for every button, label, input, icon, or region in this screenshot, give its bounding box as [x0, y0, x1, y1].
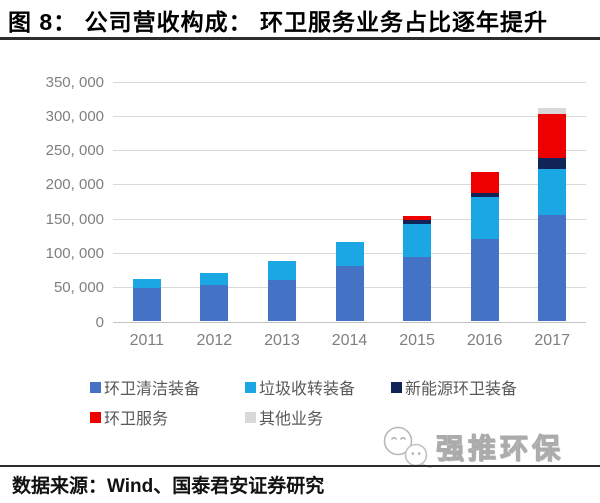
legend-swatch-icon [391, 381, 402, 393]
legend-label: 环卫清洁装备 [104, 381, 201, 398]
revenue-stacked-bar-chart: 0 50, 000 100, 000 150, 000 200, 000 250, 000… [0, 42, 600, 432]
figure-title: 图 8： 公司营收构成： 环卫服务业务占比逐年提升 [8, 9, 548, 35]
legend-swatch-icon [245, 381, 256, 393]
legend-label: 垃圾收转装备 [259, 381, 356, 398]
y-tick-label: 250, 000 [45, 142, 104, 160]
bar-segment-环卫清洁装备 [200, 285, 229, 322]
bar-segment-环卫服务 [470, 172, 499, 193]
legend-item-新能源环卫装备: 新能源环卫装备 [391, 378, 518, 398]
bar-segment-垃圾收转装备 [267, 261, 296, 280]
x-tick-label: 2016 [466, 331, 503, 349]
legend-swatch-icon [90, 411, 101, 423]
chat-bubbles-icon [383, 426, 433, 468]
gridline [113, 218, 586, 220]
watermark-text: 强推环保 [435, 433, 565, 465]
y-tick-label: 0 [95, 313, 104, 331]
bar-segment-环卫服务 [538, 113, 567, 158]
x-tick-label: 2015 [399, 331, 435, 349]
legend-item-其他业务: 其他业务 [245, 408, 324, 428]
y-tick-label: 300, 000 [45, 107, 104, 125]
legend-swatch-icon [245, 411, 256, 423]
bar-segment-新能源环卫装备 [538, 157, 567, 169]
bar-segment-新能源环卫装备 [403, 220, 432, 225]
bar-segment-新能源环卫装备 [470, 192, 499, 197]
x-tick-label: 2011 [129, 331, 164, 349]
legend-label: 新能源环卫装备 [405, 381, 518, 398]
gridline [113, 115, 586, 117]
bar-segment-垃圾收转装备 [470, 196, 499, 240]
bar-segment-垃圾收转装备 [200, 272, 229, 286]
gridline [113, 81, 586, 83]
x-tick-label: 2013 [264, 331, 300, 349]
legend-swatch-icon [90, 381, 101, 393]
bar-segment-垃圾收转装备 [538, 168, 567, 215]
y-tick-label: 150, 000 [45, 210, 104, 228]
y-tick-label: 350, 000 [45, 73, 104, 91]
title-divider [0, 37, 600, 40]
footer-divider [0, 465, 600, 467]
bar-segment-环卫服务 [403, 215, 432, 220]
x-tick-label: 2017 [534, 331, 570, 349]
bar-segment-垃圾收转装备 [403, 224, 432, 258]
x-axis-line [113, 321, 586, 323]
x-tick-label: 2012 [196, 331, 233, 349]
bar-segment-其他业务 [538, 107, 567, 114]
data-source: 数据来源：Wind、国泰君安证券研究 [12, 476, 325, 497]
y-tick-label: 50, 000 [53, 279, 104, 297]
bar-segment-垃圾收转装备 [132, 278, 161, 288]
bar-segment-环卫清洁装备 [470, 239, 499, 322]
legend-label: 其他业务 [259, 411, 324, 428]
watermark: 强推环保 [380, 425, 595, 469]
legend-label: 环卫服务 [104, 411, 169, 428]
y-tick-label: 100, 000 [45, 244, 104, 262]
gridline [113, 150, 586, 152]
x-tick-label: 2014 [331, 331, 368, 349]
bar-segment-环卫清洁装备 [267, 279, 296, 322]
bar-segment-垃圾收转装备 [335, 241, 364, 266]
gridline [113, 184, 586, 186]
y-tick-label: 200, 000 [45, 176, 104, 194]
bar-segment-环卫清洁装备 [335, 265, 364, 322]
bar-segment-环卫清洁装备 [132, 287, 161, 322]
legend-item-垃圾收转装备: 垃圾收转装备 [245, 378, 356, 398]
bar-segment-环卫清洁装备 [538, 214, 567, 322]
bar-segment-环卫清洁装备 [403, 257, 432, 322]
legend-item-环卫服务: 环卫服务 [90, 408, 169, 428]
legend-item-环卫清洁装备: 环卫清洁装备 [90, 378, 201, 398]
